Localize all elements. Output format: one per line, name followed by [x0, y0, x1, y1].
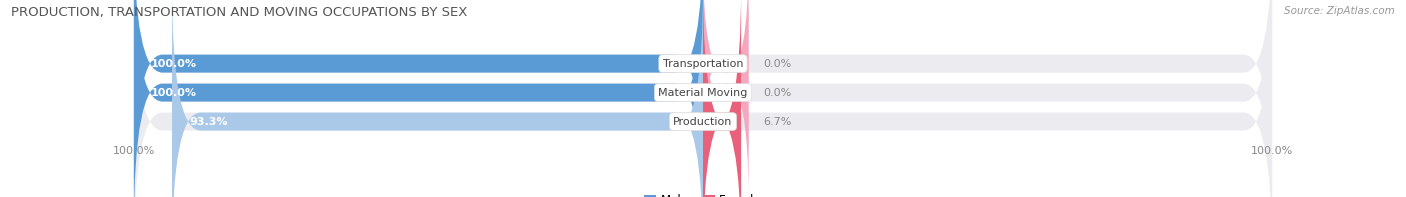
FancyBboxPatch shape	[134, 0, 1272, 197]
Text: Material Moving: Material Moving	[658, 88, 748, 98]
FancyBboxPatch shape	[134, 0, 703, 197]
FancyBboxPatch shape	[134, 0, 1272, 197]
Text: PRODUCTION, TRANSPORTATION AND MOVING OCCUPATIONS BY SEX: PRODUCTION, TRANSPORTATION AND MOVING OC…	[11, 6, 468, 19]
Text: 100.0%: 100.0%	[150, 59, 197, 69]
FancyBboxPatch shape	[172, 0, 703, 197]
FancyBboxPatch shape	[703, 0, 748, 171]
Legend: Male, Female: Male, Female	[644, 194, 762, 197]
FancyBboxPatch shape	[703, 0, 748, 197]
Text: Production: Production	[673, 117, 733, 126]
FancyBboxPatch shape	[134, 0, 703, 197]
FancyBboxPatch shape	[134, 0, 1272, 197]
Text: 0.0%: 0.0%	[762, 59, 792, 69]
Text: 6.7%: 6.7%	[762, 117, 792, 126]
Text: Transportation: Transportation	[662, 59, 744, 69]
Text: 100.0%: 100.0%	[150, 88, 197, 98]
Text: 93.3%: 93.3%	[188, 117, 228, 126]
Text: Source: ZipAtlas.com: Source: ZipAtlas.com	[1284, 6, 1395, 16]
FancyBboxPatch shape	[703, 0, 741, 197]
Text: 0.0%: 0.0%	[762, 88, 792, 98]
